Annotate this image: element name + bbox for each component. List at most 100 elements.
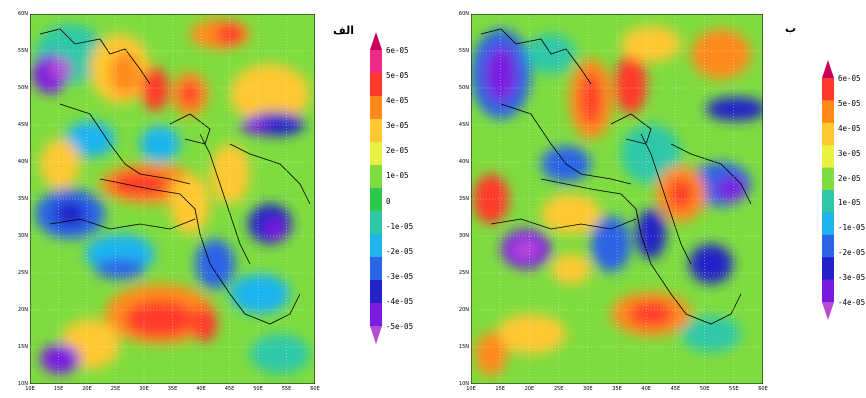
- colorbar-segment: [370, 326, 382, 344]
- lat-tick-label: 45N: [458, 122, 469, 128]
- colorbar-segment: [822, 190, 834, 213]
- colorbar-segment: [370, 257, 382, 281]
- colorbar-segment: [822, 302, 834, 320]
- lat-tick-label: 15N: [17, 344, 28, 350]
- lat-tick-label: 30N: [17, 233, 28, 239]
- lon-tick-label: 20E: [82, 386, 92, 392]
- colorbar-tick-label: 2e-05: [386, 146, 409, 156]
- lat-tick-label: 25N: [17, 270, 28, 276]
- lon-tick-label: 35E: [167, 386, 178, 392]
- colorbar-segment: [822, 279, 834, 303]
- colorbar-tick-label: -1e-05: [386, 221, 414, 231]
- map-panel-a: 60N 55N 50N 45N 40N 35N 30N 25N 20N 15N 10N 10E 15E…: [17, 11, 414, 392]
- lon-tick-label: 35E: [612, 386, 622, 392]
- colorbar-segment: [822, 145, 834, 169]
- lat-tick-label: 55N: [458, 48, 469, 54]
- lat-tick-label: 45N: [17, 122, 28, 128]
- colorbar-b: [822, 60, 834, 320]
- lon-tick-label: 30E: [583, 386, 593, 392]
- colorbar-segment: [822, 167, 834, 191]
- lat-tick-label: 40N: [458, 159, 469, 165]
- colorbar-segment: [822, 100, 834, 124]
- lon-tick-label: 25E: [110, 386, 121, 392]
- colorbar-tick-label: -2e-05: [838, 248, 866, 258]
- lat-tick-label: 10N: [17, 381, 28, 387]
- colorbar-segment: [822, 234, 834, 258]
- lat-tick-label: 20N: [17, 307, 28, 313]
- lon-tick-label: 50E: [253, 386, 263, 392]
- lon-tick-label: 40E: [196, 386, 206, 392]
- lon-tick-label: 60E: [310, 386, 320, 392]
- colorbar-a: [370, 32, 382, 344]
- map-panel-b: 60N 55N 50N 45N 40N 35N 30N 25N 20N 15N 10N 10E 15E…: [433, 0, 866, 398]
- lon-tick-label: 45E: [224, 386, 235, 392]
- lon-tick-label: 45E: [670, 386, 681, 392]
- lon-tick-label: 10E: [466, 386, 476, 392]
- lon-tick-label: 60E: [758, 386, 768, 392]
- lat-tick-label: 20N: [458, 307, 469, 313]
- contour-map-b-svg: [471, 14, 763, 384]
- colorbar-segment: [370, 211, 382, 235]
- colorbar-tick-label: 1e-05: [386, 171, 409, 181]
- colorbar-tick-label: -2e-05: [386, 246, 414, 256]
- lat-tick-label: 25N: [458, 270, 469, 276]
- lon-tick-label: 25E: [553, 386, 564, 392]
- colorbar-segment: [370, 303, 382, 327]
- lat-tick-label: 55N: [17, 48, 28, 54]
- colorbar-tick-label: -1e-05: [838, 223, 866, 233]
- colorbar-b-svg: [822, 60, 834, 320]
- lat-tick-label: 40N: [17, 159, 28, 165]
- colorbar-segment: [822, 257, 834, 281]
- colorbar-segment: [370, 188, 382, 212]
- contour-map-b: [471, 14, 763, 384]
- colorbar-tick-label: 4e-05: [386, 96, 409, 106]
- colorbar-tick-label: 3e-05: [838, 148, 861, 158]
- lon-tick-label: 55E: [729, 386, 739, 392]
- colorbar-tick-label: 0: [386, 196, 391, 206]
- lon-tick-label: 30E: [139, 386, 149, 392]
- colorbar-segment: [370, 234, 382, 258]
- colorbar-segment: [370, 73, 382, 97]
- colorbar-tick-label: 5e-05: [838, 98, 861, 108]
- lat-tick-label: 10N: [458, 381, 469, 387]
- colorbar-tick-label: -3e-05: [838, 273, 866, 283]
- lon-tick-label: 55E: [281, 386, 292, 392]
- lon-tick-label: 15E: [495, 386, 505, 392]
- colorbar-segment: [822, 212, 834, 236]
- colorbar-a-svg: [370, 32, 382, 344]
- lon-tick-label: 10E: [25, 386, 35, 392]
- colorbar-tick-label: 1e-05: [838, 198, 861, 208]
- lon-tick-label: 40E: [641, 386, 651, 392]
- colorbar-tick-label: 6e-05: [838, 74, 861, 83]
- lat-tick-label: 35N: [17, 196, 28, 202]
- panel-label-a: الف: [333, 24, 355, 37]
- lat-tick-label: 15N: [458, 344, 469, 350]
- colorbar-segment: [822, 78, 834, 101]
- panel-label-b: ب: [785, 22, 797, 35]
- lat-tick-label: 35N: [458, 196, 469, 202]
- colorbar-tick-label: 5e-05: [386, 71, 409, 81]
- colorbar-tick-label: 6e-05: [386, 46, 409, 55]
- colorbar-tick-label: -4e-05: [838, 298, 866, 307]
- colorbar-tick-label: -3e-05: [386, 271, 414, 281]
- colorbar-tick-label: -5e-05: [386, 322, 414, 331]
- lat-tick-label: 30N: [458, 233, 469, 239]
- lat-tick-label: 50N: [17, 85, 28, 91]
- colorbar-segment: [370, 142, 382, 166]
- colorbar-segment: [822, 60, 834, 78]
- contour-map-a-svg: [30, 14, 315, 384]
- colorbar-segment: [370, 165, 382, 189]
- lat-tick-label: 60N: [458, 11, 469, 17]
- lon-tick-label: 15E: [53, 386, 64, 392]
- colorbar-tick-label: 3e-05: [386, 121, 409, 131]
- colorbar-tick-label: 4e-05: [838, 123, 861, 133]
- lon-tick-label: 50E: [699, 386, 710, 392]
- colorbar-tick-label: -4e-05: [386, 296, 414, 306]
- colorbar-segment: [370, 96, 382, 120]
- contour-map-a: [30, 14, 315, 384]
- colorbar-segment: [822, 122, 834, 146]
- colorbar-tick-label: 2e-05: [838, 173, 861, 183]
- colorbar-segment: [370, 50, 382, 74]
- colorbar-segment: [370, 119, 382, 143]
- lat-tick-label: 60N: [17, 11, 28, 17]
